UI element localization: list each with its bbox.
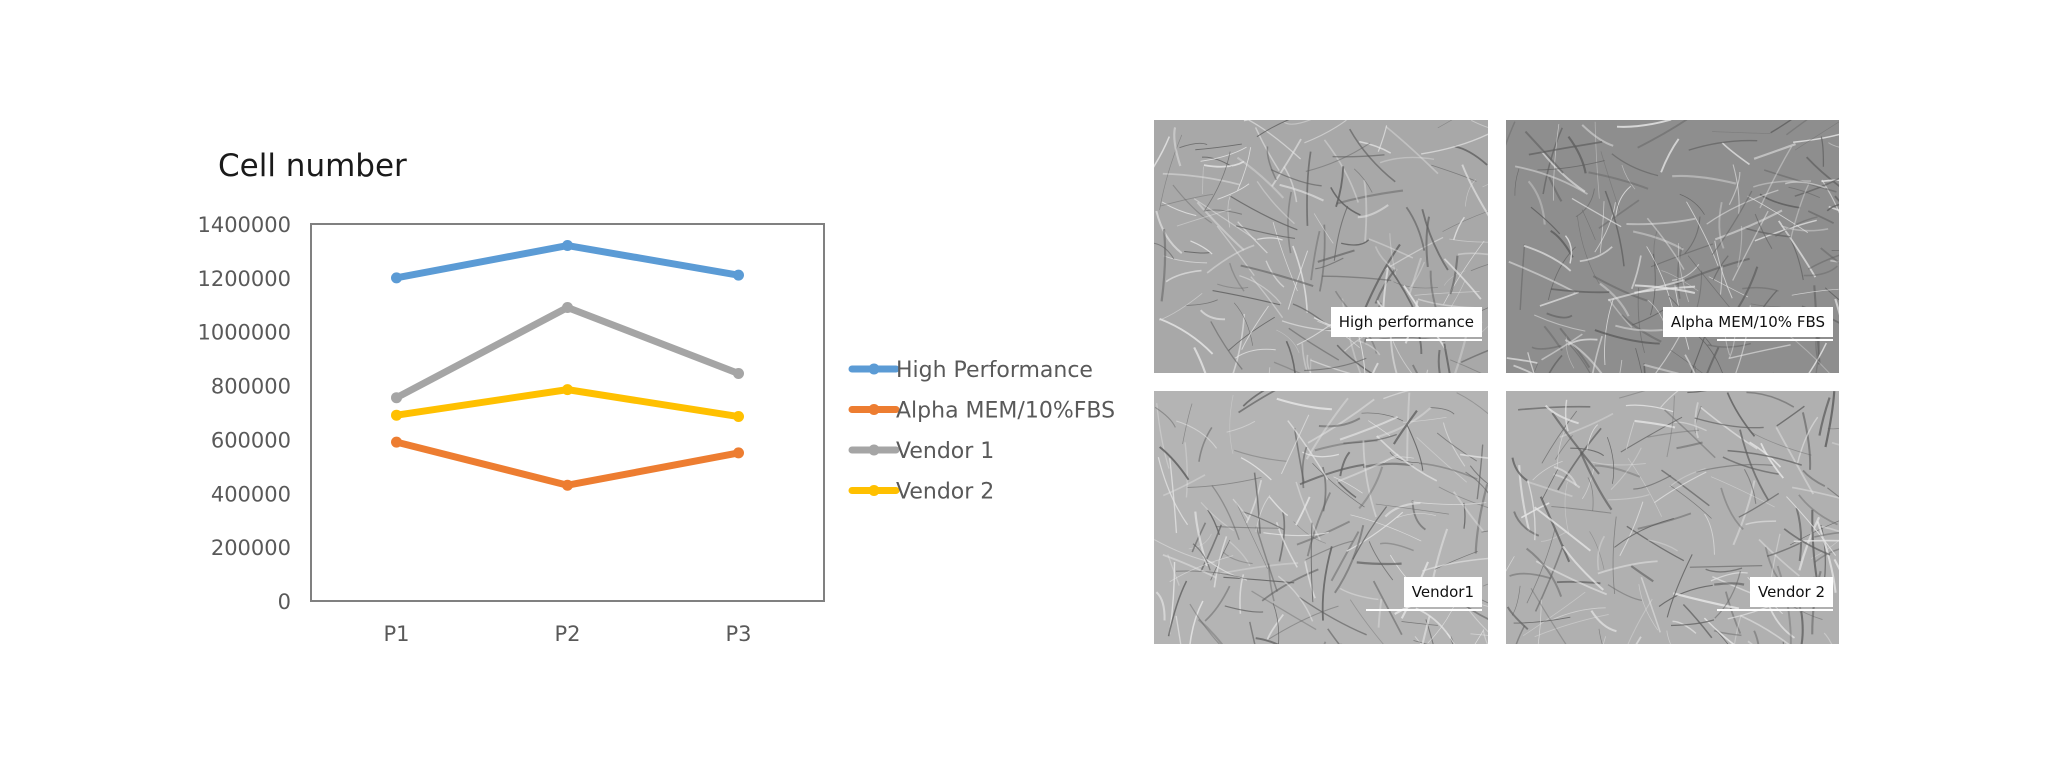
micrograph-alpha-mem: Alpha MEM/10% FBS: [1506, 120, 1839, 373]
legend-marker: [868, 444, 880, 456]
y-tick-label: 400000: [211, 482, 291, 506]
micrograph-label: High performance: [1330, 307, 1482, 337]
legend-marker: [868, 485, 880, 496]
x-axis-ticks: P1 P2 P3: [383, 622, 751, 646]
x-tick-label: P2: [554, 622, 580, 646]
micrograph-vendor-1: Vendor1: [1154, 391, 1488, 644]
x-tick-label: P3: [725, 622, 751, 646]
x-tick-label: P1: [383, 622, 409, 646]
micrograph-label: Vendor1: [1403, 577, 1482, 607]
legend-label: Alpha MEM/10%FBS: [896, 399, 1115, 424]
micrograph-high-performance: High performance: [1154, 120, 1488, 373]
line-chart: 0 200000 400000 600000 800000 1000000 1200000 1…: [197, 213, 1115, 646]
cell-texture: [1154, 391, 1488, 644]
series-line: [393, 438, 742, 489]
data-point: [391, 409, 402, 421]
series-lines: [391, 240, 744, 491]
scale-bar: [1717, 339, 1833, 341]
scale-bar: [1366, 609, 1482, 611]
y-tick-label: 600000: [211, 428, 291, 452]
scale-bar: [1717, 609, 1833, 611]
legend-label: Vendor 1: [896, 439, 994, 464]
data-point: [733, 447, 744, 459]
y-tick-label: 0: [278, 590, 291, 614]
micrograph-label: Vendor 2: [1749, 577, 1833, 607]
legend-marker: [868, 363, 880, 375]
data-point: [562, 301, 573, 313]
data-point: [562, 384, 573, 396]
plot-area: [310, 223, 825, 602]
y-tick-label: 1400000: [197, 213, 291, 237]
y-tick-label: 1200000: [197, 267, 291, 291]
data-point: [733, 367, 744, 379]
y-tick-label: 200000: [211, 536, 291, 560]
data-point: [733, 269, 744, 281]
y-axis-ticks: 0 200000 400000 600000 800000 1000000 1200000 1…: [197, 213, 291, 614]
y-tick-label: 800000: [211, 375, 291, 399]
cell-texture: [1506, 391, 1839, 644]
y-tick-label: 1000000: [197, 321, 291, 345]
data-point: [391, 272, 402, 284]
legend-marker: [868, 404, 880, 415]
scale-bar: [1366, 339, 1482, 341]
data-point: [391, 436, 402, 448]
data-point: [733, 411, 744, 423]
legend: High Performance Alpha MEM/10%FBS Vendor 1…: [848, 358, 1115, 505]
legend-label: Vendor 2: [896, 480, 994, 505]
legend-label: High Performance: [896, 358, 1093, 383]
data-point: [562, 240, 573, 252]
chart-title: Cell number: [218, 148, 407, 184]
data-point: [562, 479, 573, 491]
micrograph-vendor-2: Vendor 2: [1506, 391, 1839, 644]
data-point: [391, 392, 402, 404]
micrograph-label: Alpha MEM/10% FBS: [1662, 307, 1833, 337]
